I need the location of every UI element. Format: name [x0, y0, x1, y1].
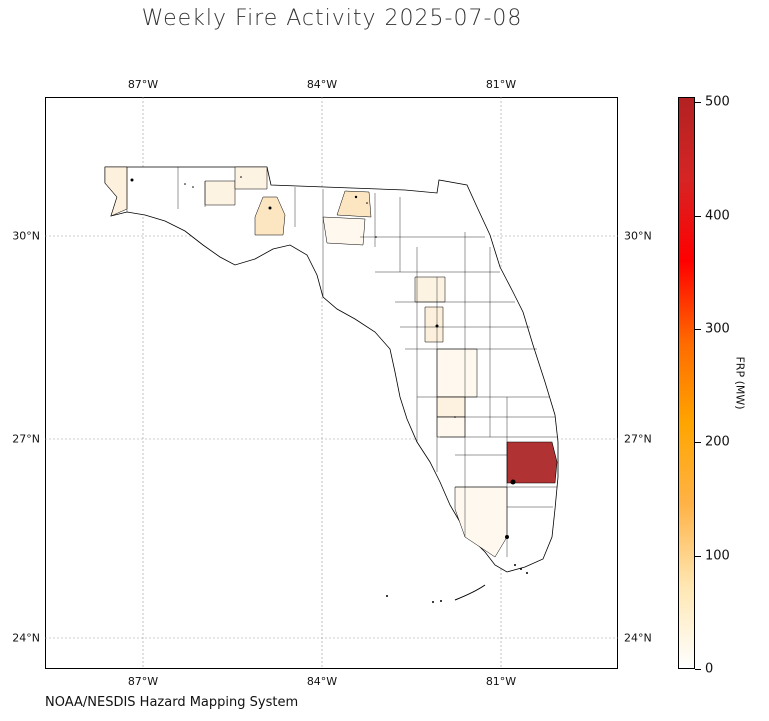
lat-tick-right: 30°N	[624, 229, 652, 243]
lon-tick-bottom: 84°W	[306, 675, 338, 688]
fire-point	[130, 178, 134, 182]
colorbar-tick	[695, 329, 701, 330]
lat-tick-left: 30°N	[12, 229, 40, 243]
lat-tick-left: 27°N	[12, 432, 40, 446]
colorbar-label: 200	[705, 434, 730, 450]
florida-keys	[386, 564, 528, 603]
map-canvas	[45, 97, 618, 669]
fire-point	[435, 324, 439, 328]
lon-tick-top: 87°W	[127, 78, 159, 91]
colorbar-tick	[695, 102, 701, 103]
lat-tick-left: 24°N	[12, 631, 40, 645]
county-boundaries	[126, 167, 558, 557]
county-palm-beach	[506, 441, 558, 484]
fire-point	[510, 479, 516, 485]
colorbar-label: 400	[705, 208, 730, 224]
county-highlands	[436, 416, 466, 438]
data-source-credit: NOAA/NESDIS Hazard Mapping System	[45, 695, 299, 710]
fire-point	[354, 195, 358, 199]
colorbar-label: 300	[705, 321, 730, 337]
colorbar-label: 0	[705, 661, 714, 677]
florida-outline	[104, 166, 559, 573]
colorbar-tick	[695, 442, 701, 443]
colorbar-tick	[695, 669, 701, 670]
county-lafayette	[322, 216, 366, 246]
lat-tick-right: 24°N	[624, 631, 652, 645]
fire-point	[268, 206, 272, 210]
county-calhoun	[254, 196, 286, 236]
lon-tick-bottom: 87°W	[127, 675, 159, 688]
county-hardee	[436, 396, 466, 418]
county-polk	[436, 348, 478, 398]
lon-tick-top: 84°W	[306, 78, 338, 91]
county-hamilton	[336, 190, 372, 218]
colorbar-tick	[695, 216, 701, 217]
colorbar-label: 100	[705, 548, 730, 564]
county-marion	[424, 306, 444, 343]
frp-colorbar	[678, 97, 695, 669]
map-title: Weekly Fire Activity 2025-07-08	[141, 6, 523, 31]
lat-tick-right: 27°N	[624, 432, 652, 446]
fire-point	[505, 535, 509, 539]
county-holmes	[234, 166, 268, 190]
county-walton	[204, 180, 236, 206]
colorbar-label: 500	[705, 94, 730, 110]
fire-detections	[130, 176, 516, 539]
lon-tick-bottom: 81°W	[485, 675, 517, 688]
lon-tick-top: 81°W	[485, 78, 517, 91]
colorbar-tick	[695, 556, 701, 557]
colorbar-title: FRP (MW)	[733, 356, 747, 410]
florida-fire-map[interactable]	[45, 97, 618, 669]
county-alachua	[414, 276, 446, 303]
